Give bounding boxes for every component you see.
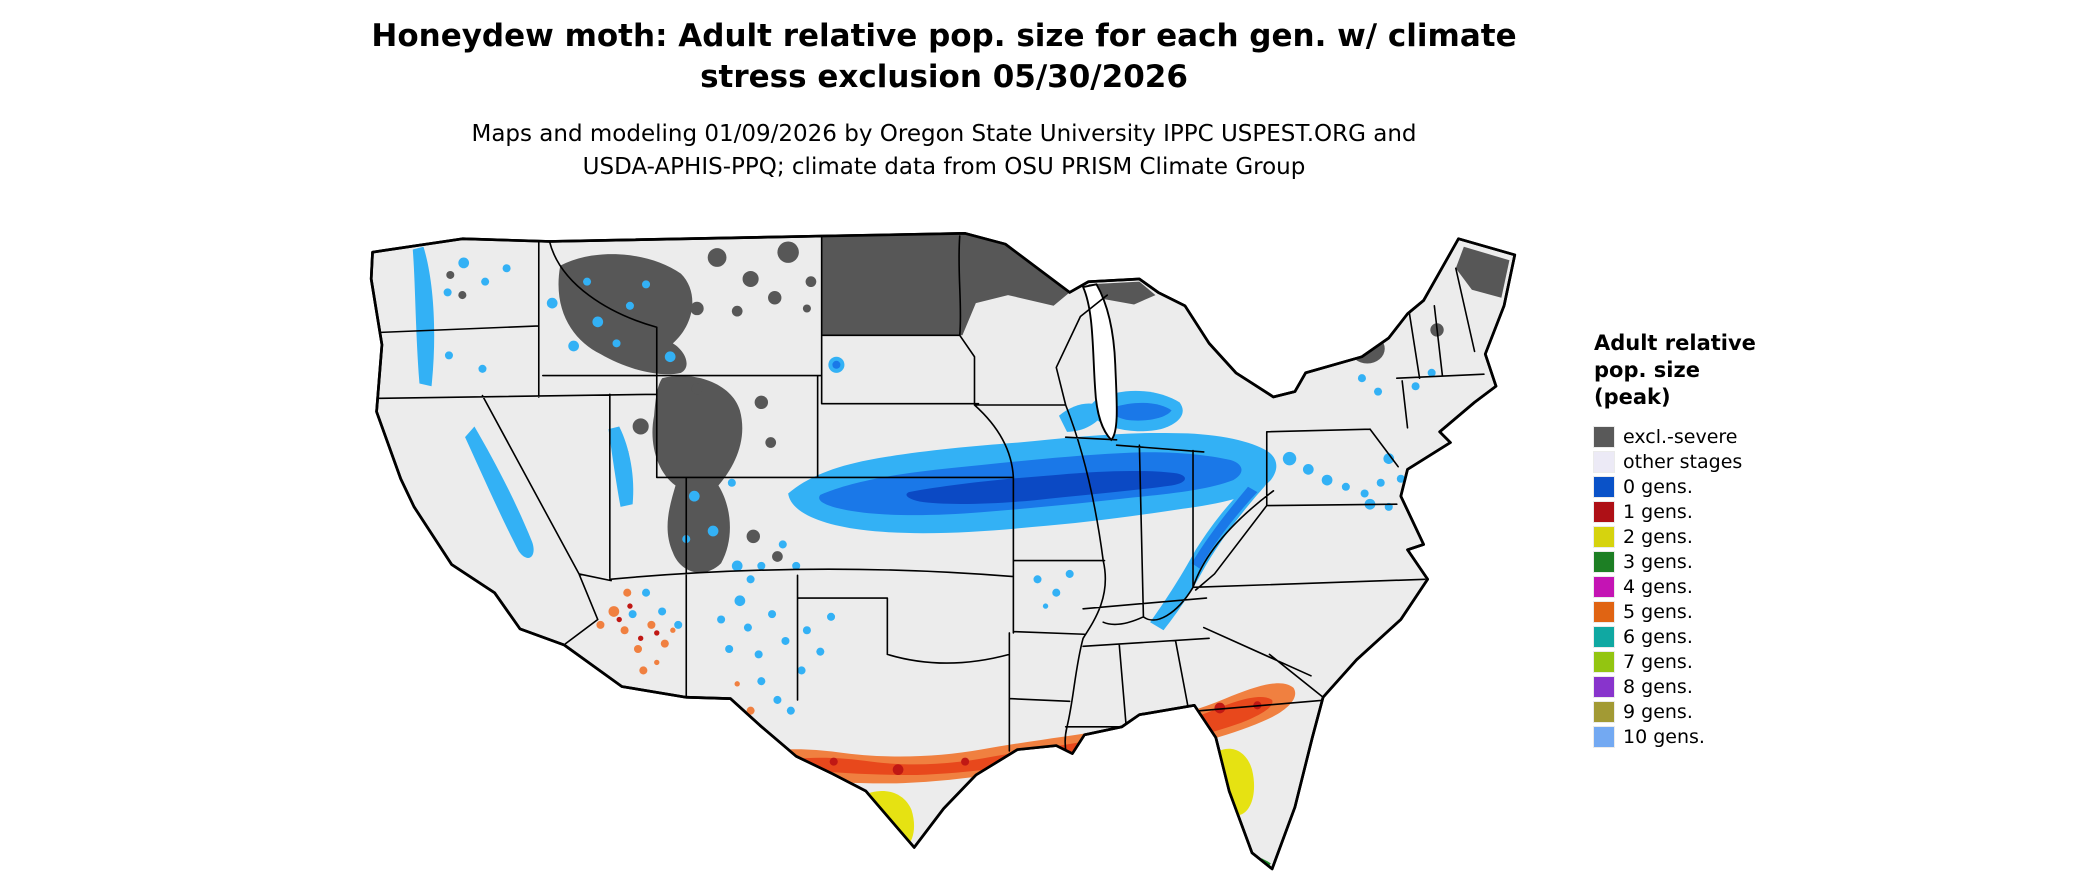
legend-swatch xyxy=(1593,550,1615,573)
legend-item: 6 gens. xyxy=(1593,624,1844,649)
legend-item: 1 gens. xyxy=(1593,499,1844,524)
page-subtitle-line1: Maps and modeling 01/09/2026 by Oregon S… xyxy=(471,121,1417,147)
legend-swatch xyxy=(1593,625,1615,648)
legend-title-line2: pop. size xyxy=(1594,358,1700,382)
legend-swatch xyxy=(1593,450,1615,473)
legend-title-line3: (peak) xyxy=(1594,385,1671,409)
legend-label: excl.-severe xyxy=(1623,425,1738,448)
legend-item: other stages xyxy=(1593,449,1844,474)
gen0-core-blue-band xyxy=(906,470,1185,504)
legend-label: 6 gens. xyxy=(1623,625,1693,648)
legend: Adult relative pop. size (peak) excl.-se… xyxy=(1593,330,1844,749)
legend-swatch xyxy=(1593,575,1615,598)
legend-swatch xyxy=(1593,475,1615,498)
legend-label: 5 gens. xyxy=(1623,600,1693,623)
page-subtitle: Maps and modeling 01/09/2026 by Oregon S… xyxy=(244,118,1644,184)
legend-item: 0 gens. xyxy=(1593,474,1844,499)
legend-item: 9 gens. xyxy=(1593,699,1844,724)
legend-label: 8 gens. xyxy=(1623,675,1693,698)
legend-label: 9 gens. xyxy=(1623,700,1693,723)
legend-label: 3 gens. xyxy=(1623,550,1693,573)
legend-label: 1 gens. xyxy=(1623,500,1693,523)
us-outline xyxy=(369,232,1517,871)
legend-items: excl.-severe other stages 0 gens. 1 gens. 2 … xyxy=(1593,424,1844,749)
legend-item: 3 gens. xyxy=(1593,549,1844,574)
legend-item: excl.-severe xyxy=(1593,424,1844,449)
legend-swatch xyxy=(1593,600,1615,623)
state-borders xyxy=(374,235,1485,770)
legend-title: Adult relative pop. size (peak) xyxy=(1594,330,1844,411)
legend-item: 7 gens. xyxy=(1593,649,1844,674)
page-title: Honeydew moth: Adult relative pop. size … xyxy=(244,16,1644,98)
legend-label: 0 gens. xyxy=(1623,475,1693,498)
legend-swatch xyxy=(1593,675,1615,698)
legend-label: 7 gens. xyxy=(1623,650,1693,673)
legend-item: 4 gens. xyxy=(1593,574,1844,599)
legend-item: 8 gens. xyxy=(1593,674,1844,699)
legend-swatch xyxy=(1593,725,1615,748)
legend-swatch xyxy=(1593,700,1615,723)
legend-item: 5 gens. xyxy=(1593,599,1844,624)
legend-swatch xyxy=(1593,525,1615,548)
legend-item: 2 gens. xyxy=(1593,524,1844,549)
legend-label: 4 gens. xyxy=(1623,575,1693,598)
page-title-line1: Honeydew moth: Adult relative pop. size … xyxy=(371,18,1517,54)
legend-item: 10 gens. xyxy=(1593,724,1844,749)
page-title-line2: stress exclusion 05/30/2026 xyxy=(700,59,1188,95)
legend-label: 10 gens. xyxy=(1623,725,1705,748)
legend-swatch xyxy=(1593,425,1615,448)
us-map xyxy=(369,232,1517,871)
legend-swatch xyxy=(1593,650,1615,673)
legend-label: 2 gens. xyxy=(1623,525,1693,548)
page-subtitle-line2: USDA-APHIS-PPQ; climate data from OSU PR… xyxy=(582,154,1306,180)
legend-title-line1: Adult relative xyxy=(1594,331,1756,355)
legend-label: other stages xyxy=(1623,450,1743,473)
legend-swatch xyxy=(1593,500,1615,523)
